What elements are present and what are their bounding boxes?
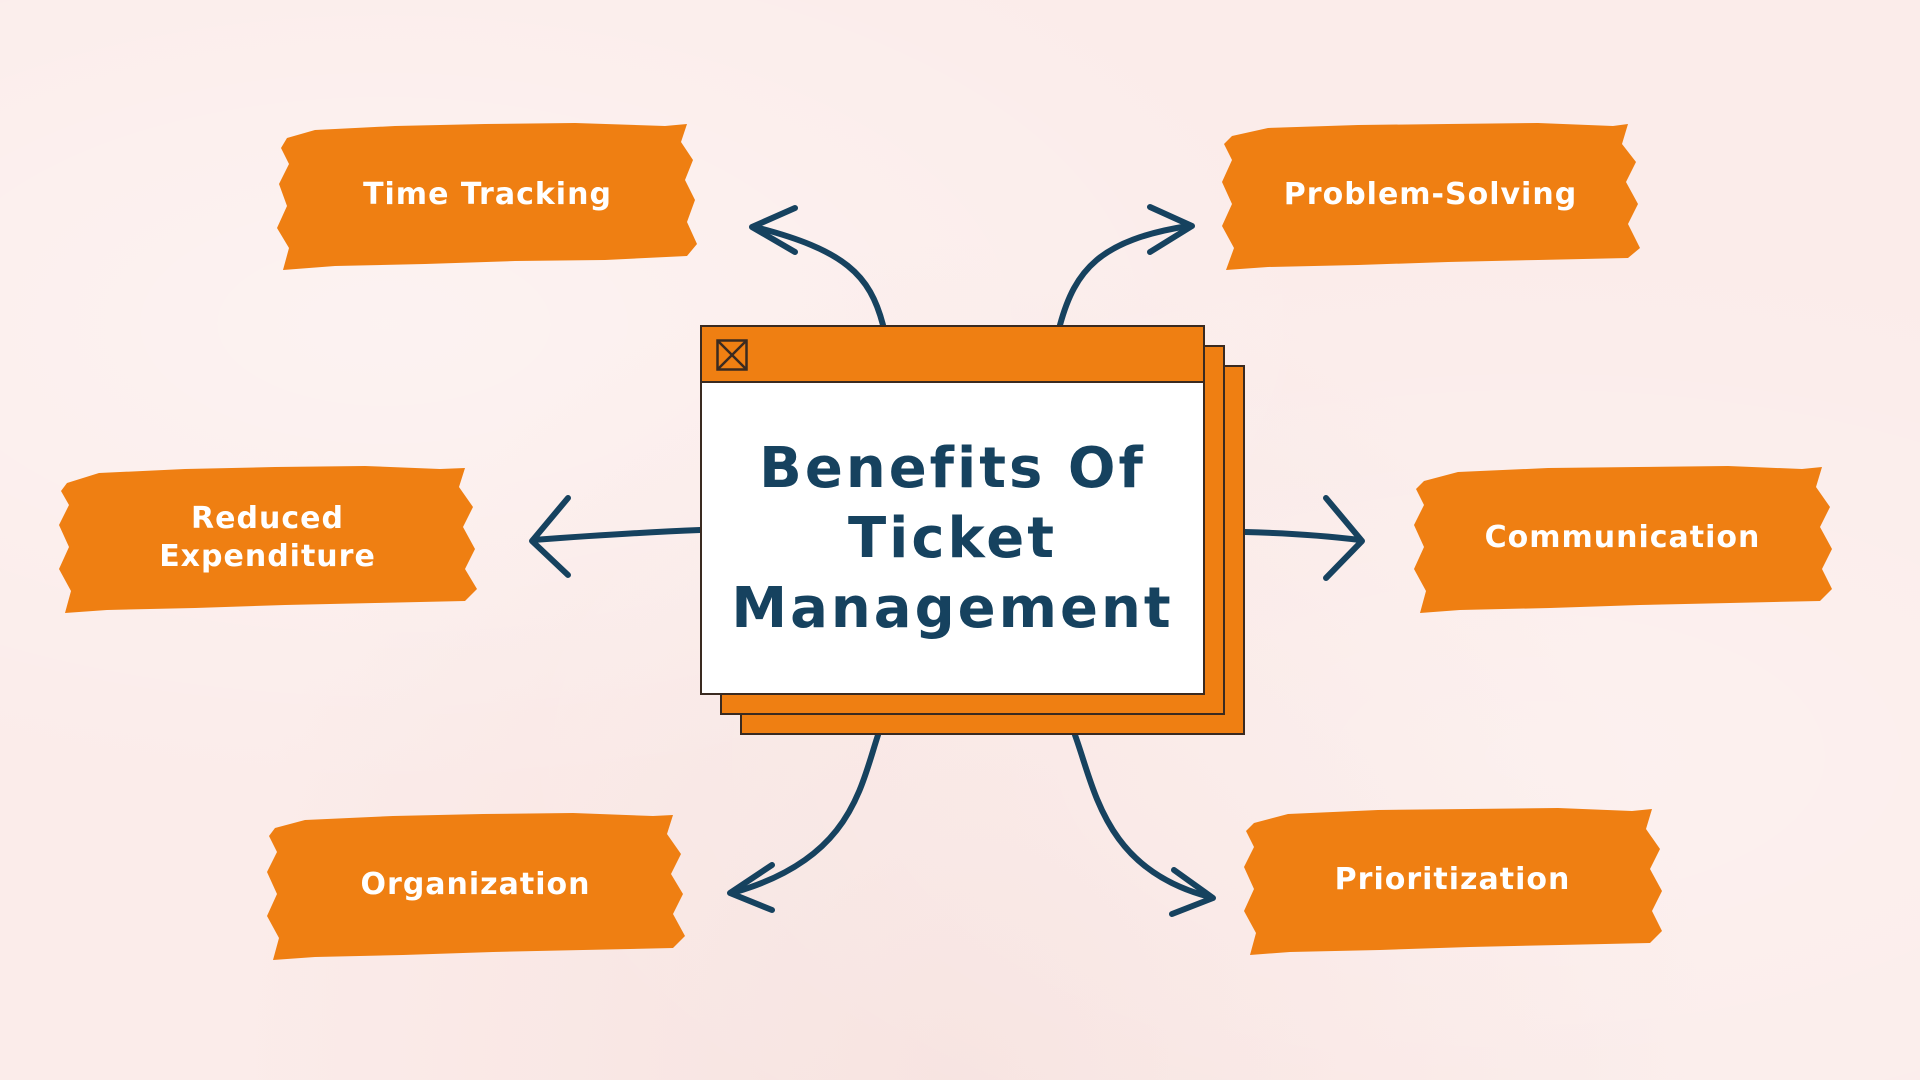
brush-stroke-shape: [59, 466, 477, 613]
benefit-organization: Organization: [263, 810, 688, 960]
arrow-prioritization: [1072, 732, 1216, 917]
benefit-label: Communication: [1484, 520, 1761, 555]
brush-stroke-shape: [277, 123, 697, 270]
diagram-title: Benefits Of Ticket Management: [731, 436, 1174, 641]
arrow-communication: [1242, 495, 1365, 581]
brush-stroke-shape: [1414, 466, 1832, 613]
brush-stroke-shape: [1222, 123, 1640, 270]
arrow-organization: [727, 732, 881, 913]
arrow-reduced-expenditure: [529, 495, 703, 578]
benefit-communication: Communication: [1410, 463, 1835, 613]
window-front: Benefits Of Ticket Management: [700, 325, 1205, 695]
benefit-label: Time Tracking: [363, 177, 612, 212]
window-title-bar: [702, 327, 1203, 383]
brush-stroke-shape: [1244, 808, 1662, 955]
benefit-label: Organization: [360, 867, 591, 902]
arrow-problem-solving: [1057, 204, 1195, 328]
central-topic-window: Benefits Of Ticket Management: [700, 325, 1245, 735]
benefit-label: Reduced Expenditure: [159, 501, 376, 574]
close-box-icon[interactable]: [716, 339, 748, 371]
benefit-label: Prioritization: [1334, 862, 1571, 897]
benefit-reduced-expenditure: Reduced Expenditure: [55, 463, 480, 613]
benefit-prioritization: Prioritization: [1240, 805, 1665, 955]
benefit-label: Problem-Solving: [1283, 177, 1578, 212]
brush-stroke-shape: [267, 813, 685, 960]
benefit-time-tracking: Time Tracking: [275, 120, 700, 270]
benefit-problem-solving: Problem-Solving: [1218, 120, 1643, 270]
arrow-time-tracking: [749, 205, 886, 328]
